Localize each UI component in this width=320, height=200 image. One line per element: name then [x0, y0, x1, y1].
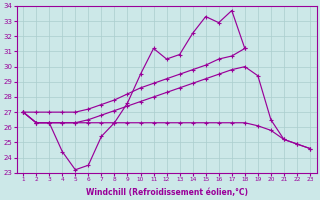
X-axis label: Windchill (Refroidissement éolien,°C): Windchill (Refroidissement éolien,°C) — [85, 188, 248, 197]
